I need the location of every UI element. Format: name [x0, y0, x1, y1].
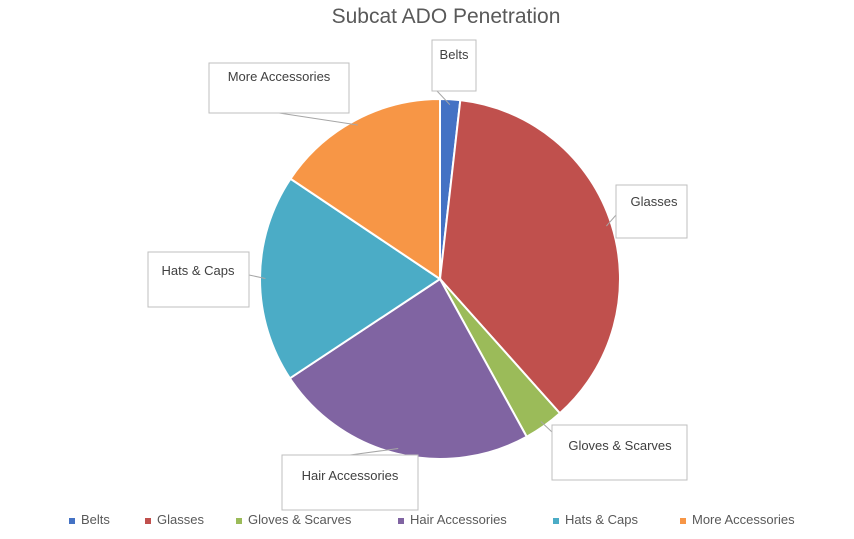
- legend: Belts Glasses Gloves & Scarves Hair Accesso…: [69, 512, 795, 527]
- legend-label-glasses: Glasses: [157, 512, 204, 527]
- callout-leader-hats-and-caps: [248, 274, 266, 279]
- callout-leader-glasses: [606, 214, 617, 227]
- callout-leader-belts: [436, 90, 451, 106]
- legend-swatch-hats-and-caps: [553, 518, 559, 524]
- callout-box-gloves-and-scarves: [551, 424, 688, 481]
- callout-leader-hair-accessories: [349, 448, 399, 456]
- chart-title: Subcat ADO Penetration: [332, 5, 561, 28]
- pie-slice-more-accessories: [289, 97, 441, 281]
- callout-leader-more-accessories: [278, 112, 358, 126]
- callout-leader-gloves-and-scarves: [540, 421, 553, 433]
- data-label-glasses: Glasses: [631, 194, 678, 209]
- legend-swatch-glasses: [145, 518, 151, 524]
- data-label-hair-accessories: Hair Accessories: [302, 468, 399, 483]
- data-label-callouts: Belts Glasses Gloves & Scarves Hair Accesso…: [147, 39, 688, 511]
- pie-slices: [259, 97, 621, 461]
- legend-swatch-belts: [69, 518, 75, 524]
- callout-box-belts: [431, 39, 477, 92]
- callout-box-hair-accessories: [281, 454, 419, 511]
- pie-slice-hats-and-caps: [259, 177, 442, 380]
- data-label-belts: Belts: [440, 47, 469, 62]
- data-label-hats-and-caps: Hats & Caps: [162, 263, 235, 278]
- legend-swatch-gloves-and-scarves: [236, 518, 242, 524]
- data-label-more-accessories: More Accessories: [228, 69, 331, 84]
- callout-box-hats-and-caps: [147, 251, 250, 308]
- legend-label-gloves-and-scarves: Gloves & Scarves: [248, 512, 352, 527]
- legend-label-more-accessories: More Accessories: [692, 512, 795, 527]
- legend-swatch-more-accessories: [680, 518, 686, 524]
- data-label-gloves-and-scarves: Gloves & Scarves: [568, 438, 672, 453]
- legend-label-hats-and-caps: Hats & Caps: [565, 512, 638, 527]
- callout-box-glasses: [615, 184, 688, 239]
- legend-label-hair-accessories: Hair Accessories: [410, 512, 507, 527]
- legend-swatch-hair-accessories: [398, 518, 404, 524]
- pie-slice-hair-accessories: [288, 277, 529, 461]
- pie-slice-glasses: [438, 99, 621, 415]
- callout-box-more-accessories: [208, 62, 350, 114]
- legend-label-belts: Belts: [81, 512, 110, 527]
